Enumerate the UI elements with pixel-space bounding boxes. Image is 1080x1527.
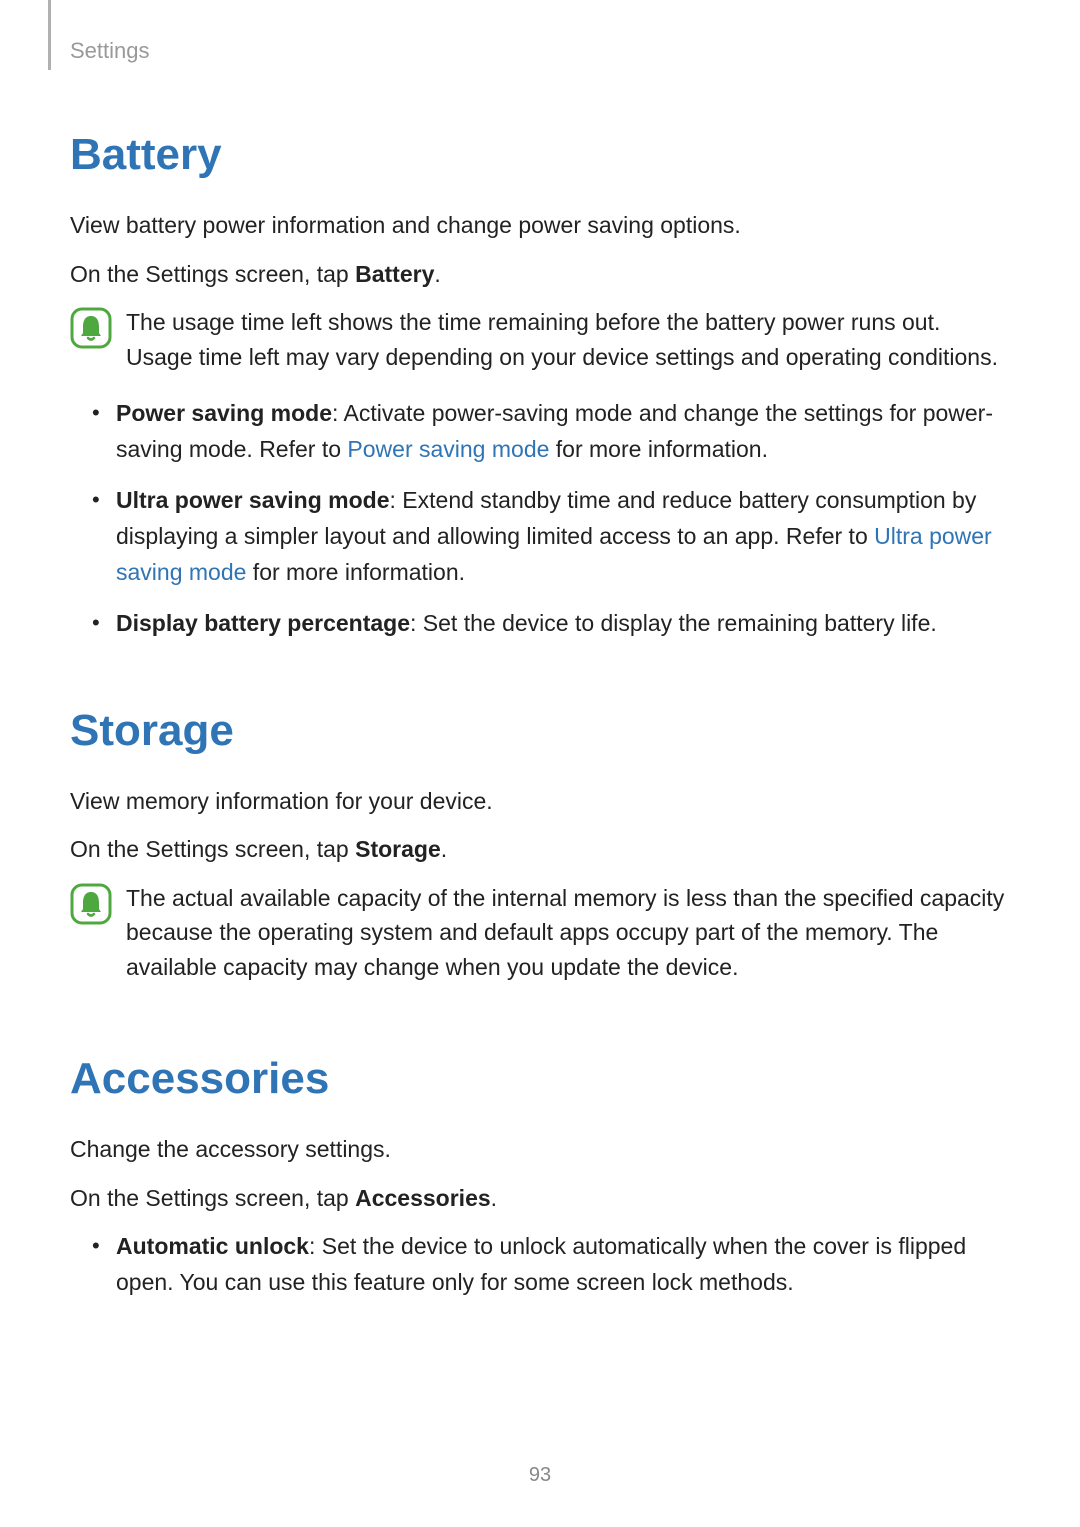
storage-note-text: The actual available capacity of the int… <box>126 881 1010 985</box>
storage-intro: View memory information for your device. <box>70 784 1010 819</box>
list-item: Ultra power saving mode: Extend standby … <box>92 483 1010 590</box>
page-number: 93 <box>0 1464 1080 1487</box>
list-item: Automatic unlock: Set the device to unlo… <box>92 1229 1010 1300</box>
bell-note-icon <box>70 307 112 349</box>
instruction-prefix: On the Settings screen, tap <box>70 261 355 287</box>
list-item: Power saving mode: Activate power-saving… <box>92 396 1010 467</box>
instruction-prefix: On the Settings screen, tap <box>70 1185 355 1211</box>
battery-note-text: The usage time left shows the time remai… <box>126 305 1010 374</box>
bell-note-icon <box>70 883 112 925</box>
instruction-bold: Battery <box>355 261 434 287</box>
header-divider <box>48 0 51 70</box>
page-container: Settings Battery View battery power info… <box>0 0 1080 1357</box>
list-item: Display battery percentage: Set the devi… <box>92 606 1010 642</box>
accessories-intro: Change the accessory settings. <box>70 1132 1010 1167</box>
battery-heading: Battery <box>70 130 1010 180</box>
accessories-heading: Accessories <box>70 1054 1010 1104</box>
header-section-label: Settings <box>70 30 1010 64</box>
item-text-2: for more information. <box>246 559 465 585</box>
instruction-suffix: . <box>491 1185 497 1211</box>
storage-note: The actual available capacity of the int… <box>70 881 1010 985</box>
storage-instruction: On the Settings screen, tap Storage. <box>70 832 1010 867</box>
battery-instruction: On the Settings screen, tap Battery. <box>70 257 1010 292</box>
instruction-bold: Accessories <box>355 1185 491 1211</box>
power-saving-mode-link[interactable]: Power saving mode <box>347 436 549 462</box>
item-title: Display battery percentage <box>116 610 410 636</box>
battery-intro: View battery power information and chang… <box>70 208 1010 243</box>
item-title: Power saving mode <box>116 400 332 426</box>
battery-bullet-list: Power saving mode: Activate power-saving… <box>70 396 1010 642</box>
storage-heading: Storage <box>70 706 1010 756</box>
accessories-instruction: On the Settings screen, tap Accessories. <box>70 1181 1010 1216</box>
item-title: Ultra power saving mode <box>116 487 390 513</box>
instruction-suffix: . <box>434 261 440 287</box>
page-header: Settings <box>70 30 1010 70</box>
item-text: : Set the device to display the remainin… <box>410 610 937 636</box>
accessories-bullet-list: Automatic unlock: Set the device to unlo… <box>70 1229 1010 1300</box>
item-title: Automatic unlock <box>116 1233 309 1259</box>
instruction-suffix: . <box>441 836 447 862</box>
instruction-prefix: On the Settings screen, tap <box>70 836 355 862</box>
instruction-bold: Storage <box>355 836 441 862</box>
battery-note: The usage time left shows the time remai… <box>70 305 1010 374</box>
item-text-2: for more information. <box>549 436 768 462</box>
